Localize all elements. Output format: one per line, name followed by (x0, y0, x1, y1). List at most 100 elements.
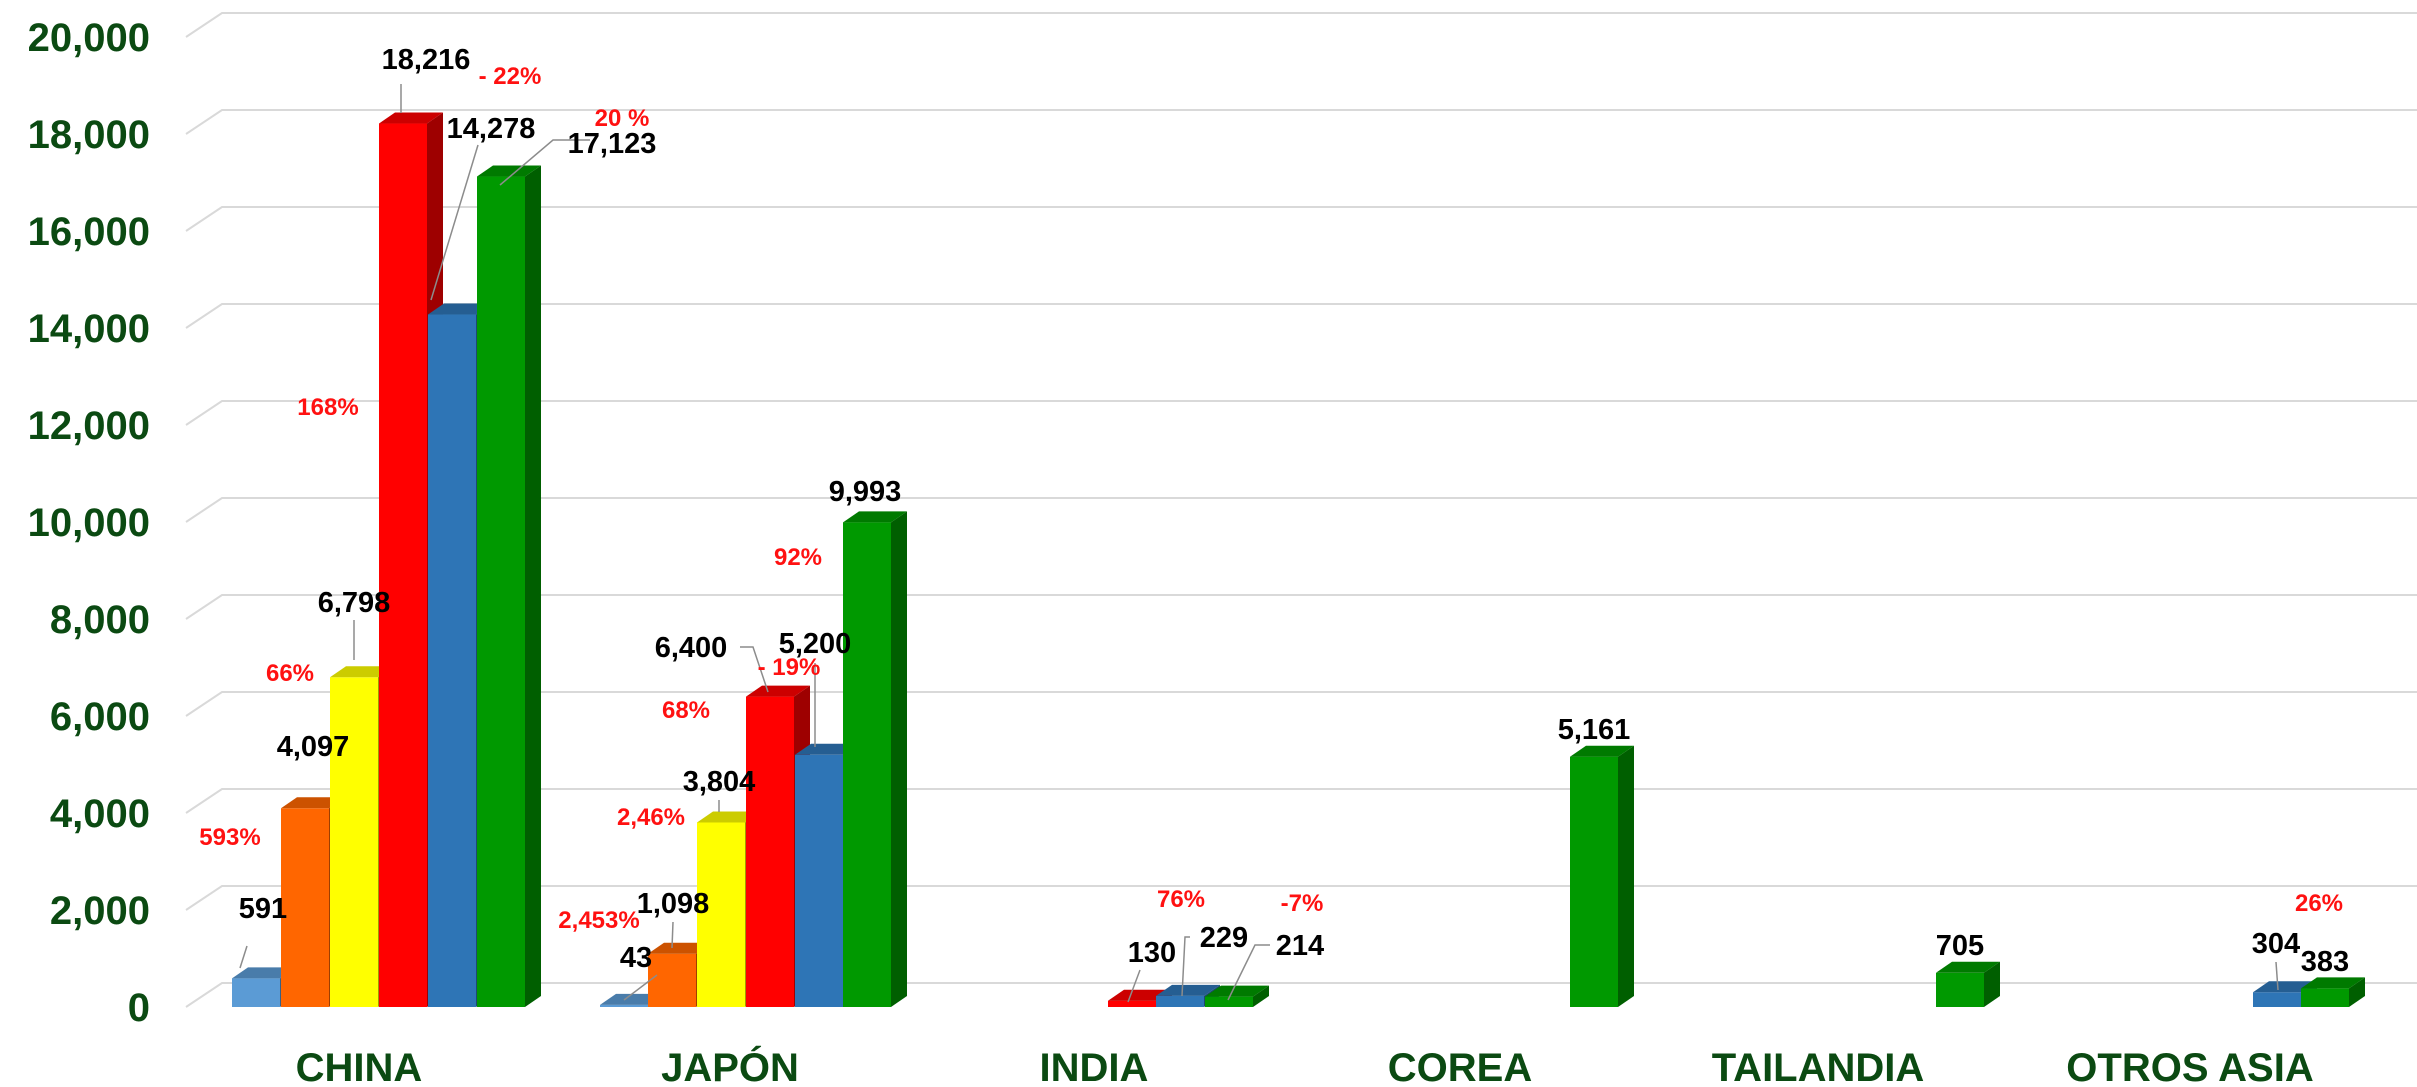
bar-side (891, 511, 907, 1007)
bar-value-label: 591 (239, 893, 287, 925)
bar-top (428, 303, 492, 315)
leader-line (1181, 936, 1190, 997)
leader-line (740, 646, 769, 693)
percent-change-label: 92% (774, 544, 822, 571)
leader-line (623, 974, 658, 1001)
y-tick-label: 4,000 (50, 792, 150, 836)
bar-front (379, 123, 427, 1008)
gridline (185, 109, 2417, 135)
y-tick-label: 20,000 (28, 16, 150, 60)
percent-change-label: -7% (1281, 890, 1324, 917)
bar (843, 511, 907, 1007)
leader-line (2275, 961, 2279, 991)
percent-change-label: 66% (266, 660, 314, 687)
bar-front (2253, 992, 2301, 1007)
y-tick-label: 16,000 (28, 210, 150, 254)
bar-top (746, 685, 810, 697)
bar-side (1984, 961, 2000, 1007)
bar-front (1570, 756, 1618, 1007)
bar-value-label: 214 (1276, 930, 1324, 962)
bar-top (1205, 985, 1269, 997)
percent-change-label: 2,46% (617, 804, 685, 831)
bar-top (477, 165, 541, 177)
x-tick-label: COREA (1388, 1046, 1532, 1087)
bar-side (1618, 745, 1634, 1007)
gridline (185, 206, 2417, 232)
bar-front (477, 176, 525, 1008)
y-tick-label: 12,000 (28, 404, 150, 448)
bar-front (697, 822, 745, 1007)
bar (1936, 961, 2000, 1007)
y-tick-label: 2,000 (50, 889, 150, 933)
bar-top (232, 967, 296, 979)
gridline (185, 982, 2417, 1008)
bar-front (281, 808, 329, 1007)
gridline (185, 497, 2417, 523)
bar-front (1936, 972, 1984, 1007)
percent-labels-layer: 593% 66% 168% - 22% 20 % 2,453% 2,46% 68% - 19% 9… (199, 63, 2343, 934)
bar-value-label: 5,200 (779, 628, 852, 660)
bar-value-label: 17,123 (568, 128, 657, 160)
bar-front (1156, 995, 1204, 1007)
gridline (185, 303, 2417, 329)
bar-value-label: 14,278 (447, 113, 536, 145)
bar-side (525, 165, 541, 1008)
bar-value-label: 6,400 (655, 632, 728, 664)
bar-top (379, 112, 443, 124)
gridline (185, 788, 2417, 814)
bar-value-label: 4,097 (277, 731, 350, 763)
x-tick-label: TAILANDIA (1712, 1046, 1925, 1087)
bar-value-label: 3,804 (683, 766, 756, 798)
leader-line (499, 139, 590, 186)
bar-front (2301, 988, 2349, 1007)
gridline (185, 12, 2417, 38)
percent-change-label: 20 % (595, 105, 650, 132)
bar-value-label: 383 (2301, 946, 2349, 978)
value-labels-layer: 591 4,097 6,798 18,216 14,278 17,123 43 1,098 3,… (239, 44, 2349, 978)
bar-value-label: 18,216 (382, 44, 471, 76)
y-tick-label: 14,000 (28, 307, 150, 351)
bar-side (2349, 977, 2365, 1007)
bar-top (1936, 961, 2000, 973)
bar-front (330, 677, 378, 1007)
bar-value-label: 43 (620, 942, 652, 974)
y-axis-ticks: 0 2,000 4,000 6,000 8,000 10,000 12,000 14,000 1… (28, 16, 150, 1030)
bar-value-label: 304 (2252, 928, 2300, 960)
bar-front (232, 978, 280, 1007)
bar (1205, 985, 1269, 1007)
bar-front (795, 754, 843, 1007)
x-axis-ticks: CHINA JAPÓN INDIA COREA TAILANDIA OTROS ASIA (296, 1044, 2314, 1087)
bar-top (648, 942, 712, 954)
y-tick-label: 8,000 (50, 598, 150, 642)
bar-front (843, 522, 891, 1007)
leader-line (671, 921, 674, 949)
bar-value-label: 229 (1200, 922, 1248, 954)
bar-front (746, 696, 794, 1007)
bar-top (2301, 977, 2365, 989)
bar-front (1108, 1000, 1156, 1007)
leader-line (1227, 944, 1270, 1001)
gridline (185, 691, 2417, 717)
bar-value-label: 9,993 (829, 476, 902, 508)
bar-value-label: 5,161 (1558, 714, 1631, 746)
bar-top (843, 511, 907, 523)
bars-layer (232, 112, 2365, 1008)
leader-line (239, 945, 248, 969)
grid-layer (185, 12, 2417, 1008)
y-tick-label: 10,000 (28, 501, 150, 545)
percent-change-label: 593% (199, 824, 260, 851)
leader-line (430, 144, 479, 301)
gridline (185, 885, 2417, 911)
bar (1570, 745, 1634, 1007)
percent-change-label: 2,453% (558, 907, 639, 934)
y-tick-label: 18,000 (28, 113, 150, 157)
percent-change-label: - 22% (479, 63, 542, 90)
x-tick-label: INDIA (1040, 1046, 1149, 1087)
bar-front (648, 953, 696, 1007)
bar-value-label: 6,798 (318, 587, 391, 619)
percent-change-label: 76% (1157, 886, 1205, 913)
bar-front (428, 314, 476, 1008)
bar (2301, 977, 2365, 1007)
